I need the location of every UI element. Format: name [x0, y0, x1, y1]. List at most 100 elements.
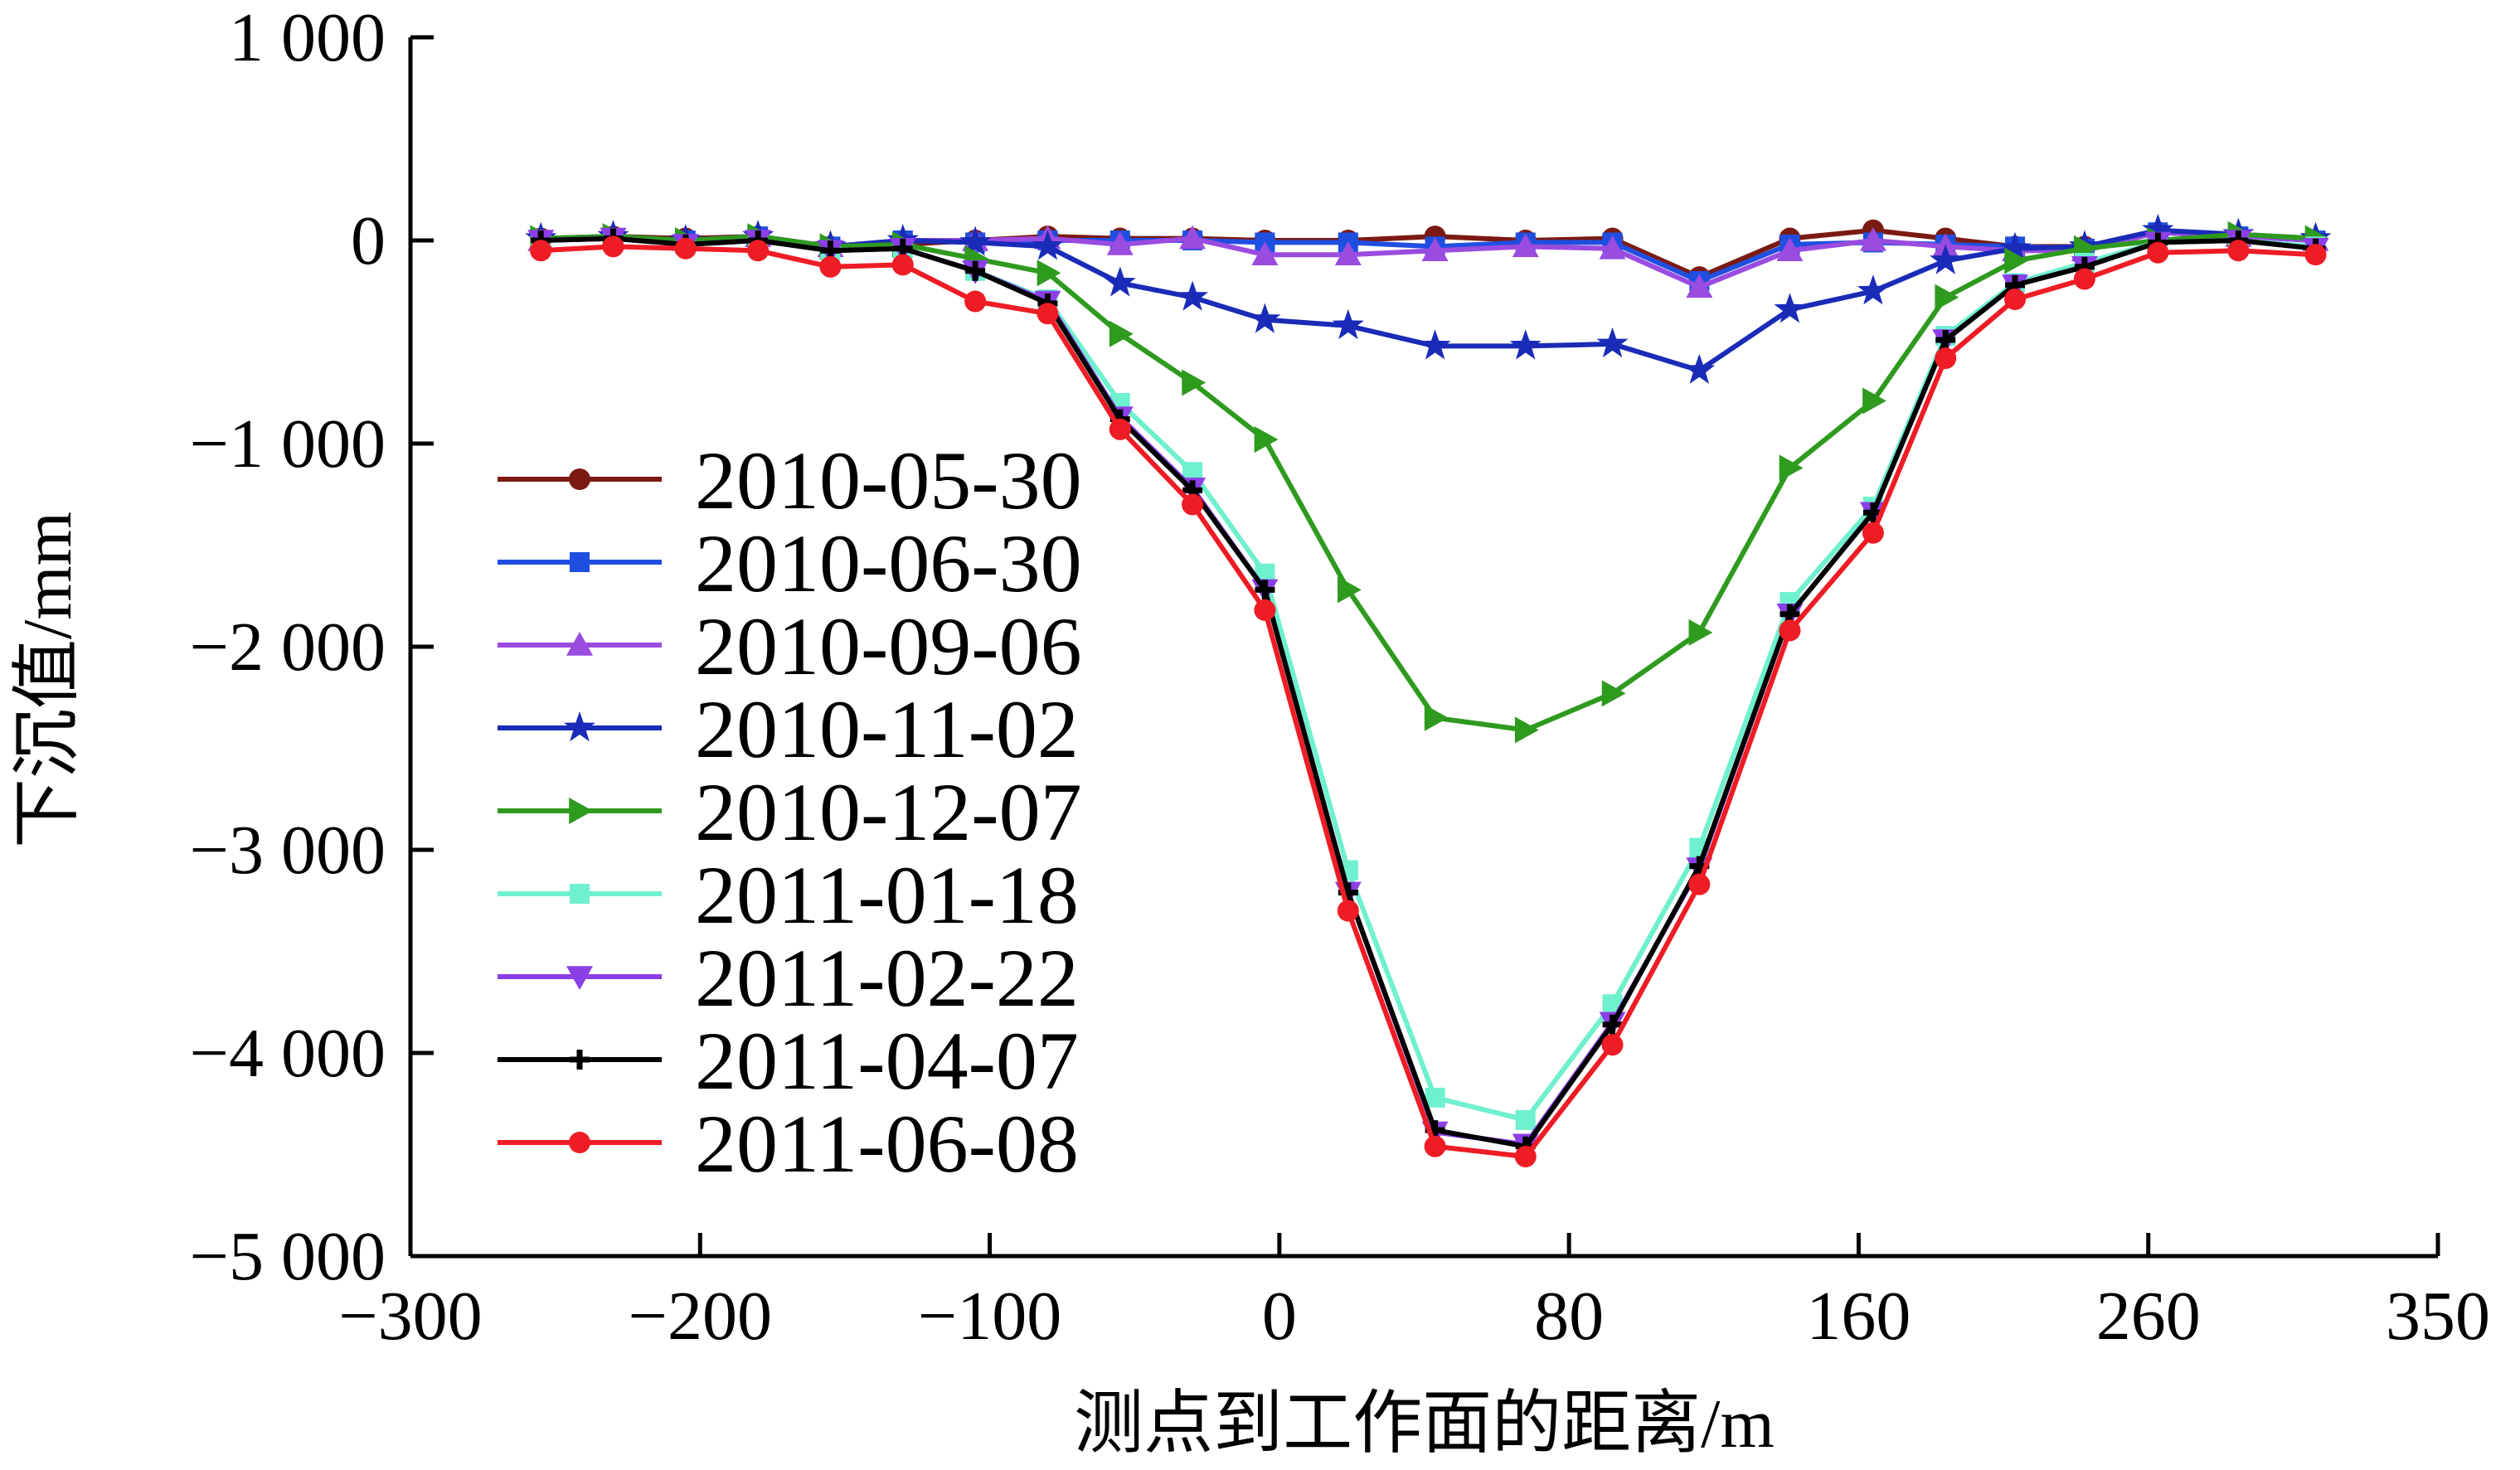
data-point [1515, 1109, 1536, 1130]
x-tick-label: −200 [629, 1278, 772, 1355]
legend-label: 2011-04-07 [695, 1015, 1079, 1107]
data-point [1182, 493, 1204, 516]
legend-label: 2011-01-18 [695, 849, 1079, 941]
data-point [1514, 1145, 1537, 1167]
legend-label: 2010-11-02 [695, 683, 1079, 775]
data-point [1599, 235, 1626, 260]
data-point [1686, 274, 1713, 298]
x-tick-label: −300 [338, 1278, 482, 1355]
data-point [1601, 1034, 1624, 1056]
legend-label: 2010-05-30 [695, 434, 1082, 526]
series-line [541, 244, 2316, 1159]
data-point [1109, 418, 1131, 440]
y-tick-label: −2 000 [190, 609, 386, 686]
data-point [2004, 247, 2029, 274]
data-point [1037, 260, 1061, 287]
data-point [1255, 580, 1275, 600]
data-point [1332, 308, 1364, 340]
data-point [2227, 240, 2250, 262]
data-point [1425, 1087, 1445, 1108]
data-point [1935, 347, 1957, 370]
data-point [1774, 293, 1806, 323]
data-point [1182, 369, 1207, 396]
data-point [530, 240, 552, 262]
y-axis-title: 下沉值/mm [9, 512, 86, 848]
data-point [1859, 227, 1886, 251]
data-point [1037, 303, 1059, 325]
data-point [1251, 241, 1279, 265]
data-point [1106, 230, 1134, 255]
series-layer [525, 213, 2332, 1167]
data-point [959, 226, 992, 256]
data-point [1334, 241, 1362, 265]
x-tick-label: 0 [1262, 1278, 1297, 1355]
data-point [1602, 1014, 1623, 1035]
data-point [1254, 426, 1279, 454]
legend-label: 2010-06-30 [695, 517, 1082, 609]
legend-item: 2010-05-30 [498, 434, 1082, 526]
data-point [1514, 716, 1539, 744]
x-tick-label: 80 [1534, 1278, 1604, 1355]
y-tick-label: −1 000 [190, 405, 386, 483]
data-point [1337, 900, 1359, 922]
data-point [1419, 329, 1451, 360]
data-point [1601, 680, 1626, 707]
data-point [1862, 522, 1884, 544]
axes: 1 000 0 −1 000 −2 000 −3 000 −4 000 −5 000−300… [190, 0, 2490, 1355]
x-tick-label: −100 [918, 1278, 1061, 1355]
legend: 2010-05-302010-06-302010-09-062010-11-02… [498, 434, 1082, 1190]
data-point [2004, 289, 2027, 311]
y-tick-label: 1 000 [229, 0, 386, 76]
data-point [1104, 266, 1136, 297]
y-tick-label: −4 000 [190, 1015, 386, 1092]
data-point [1249, 303, 1281, 333]
data-point [1512, 233, 1539, 258]
legend-swatch-marker [569, 468, 590, 490]
legend-item: 2011-02-22 [498, 932, 1079, 1024]
data-point [1424, 1135, 1446, 1157]
legend-swatch-marker [570, 552, 590, 572]
data-point [1935, 330, 1956, 351]
y-tick-label: −5 000 [190, 1218, 386, 1295]
legend-item: 2010-06-30 [498, 517, 1082, 609]
data-point [1177, 280, 1209, 311]
data-point [964, 290, 987, 313]
data-point [2142, 213, 2174, 244]
data-point [2073, 268, 2095, 290]
legend-swatch-marker [569, 1132, 590, 1153]
legend-item: 2010-12-07 [498, 766, 1082, 858]
legend-label: 2011-02-22 [695, 932, 1079, 1024]
data-point [1857, 274, 1889, 305]
data-point [1776, 237, 1804, 262]
legend-item: 2010-11-02 [498, 683, 1079, 775]
data-point [1109, 320, 1134, 347]
y-tick-label: 0 [351, 202, 386, 279]
data-point [1999, 231, 2032, 262]
data-point [1930, 244, 1962, 274]
data-point [1779, 454, 1804, 482]
data-point [1179, 225, 1207, 250]
data-point [1032, 230, 1064, 260]
legend-swatch-marker [566, 966, 593, 990]
series-2011-06-08 [530, 235, 2327, 1167]
x-tick-label: 260 [2096, 1278, 2201, 1355]
data-point [1862, 387, 1886, 415]
data-point [2304, 244, 2327, 266]
data-point [1779, 619, 1801, 642]
data-point [1421, 237, 1449, 262]
data-point [1338, 576, 1362, 604]
data-point [747, 240, 770, 262]
data-point [819, 255, 842, 278]
data-point [1683, 353, 1716, 384]
data-point [891, 254, 914, 276]
data-point [674, 237, 697, 260]
data-point [1424, 704, 1449, 731]
data-point [965, 260, 986, 281]
x-tick-label: 350 [2386, 1278, 2490, 1355]
legend-item: 2011-01-18 [498, 849, 1079, 941]
y-tick-label: −3 000 [190, 812, 386, 889]
series-line [541, 231, 2316, 733]
legend-swatch-marker [564, 711, 595, 742]
data-point [1509, 329, 1542, 360]
